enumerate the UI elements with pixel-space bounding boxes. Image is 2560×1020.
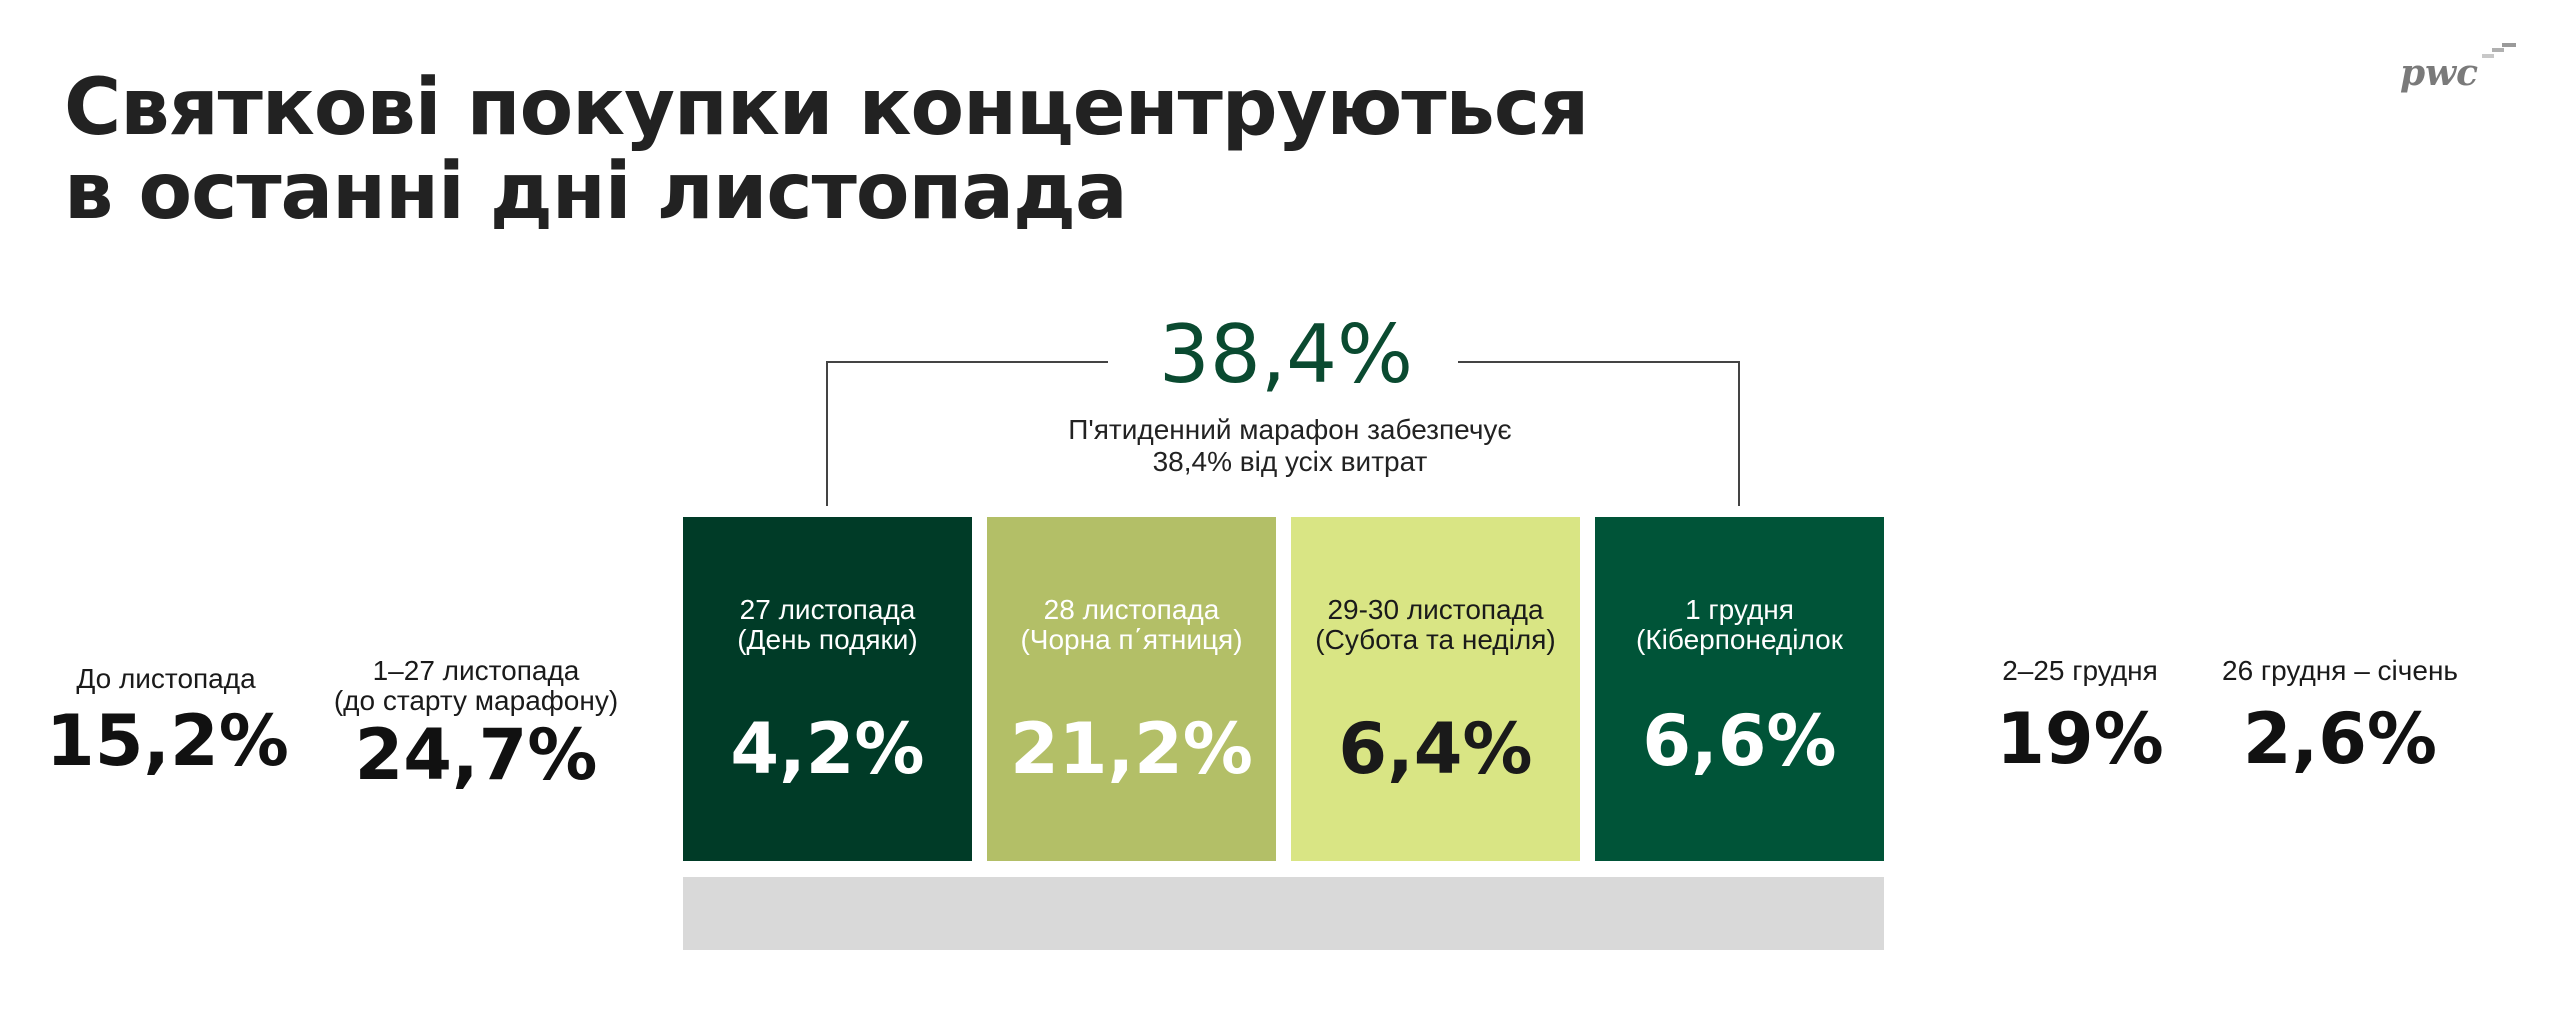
period-label: 1–27 листопада: [372, 655, 580, 686]
logo-bars-icon: [2482, 43, 2516, 58]
bar-value: 6,6%: [1642, 700, 1837, 782]
period-label: 2–25 грудня: [2002, 655, 2158, 686]
bar-sublabel: (Чорна п΄ятниця): [1020, 624, 1243, 655]
period-dec-26-january: 26 грудня – січень 2,6%: [2190, 655, 2490, 780]
bar-value: 21,2%: [1010, 708, 1253, 790]
bar-sublabel: (Кіберпонеділок: [1636, 624, 1843, 655]
bar-value: 6,4%: [1338, 708, 1533, 790]
marathon-total: 38,4%: [1158, 308, 1414, 401]
bar-cyber-monday: 1 грудня (Кіберпонеділок 6,6%: [1595, 517, 1884, 861]
page-title: Святкові покупки концентруються в останн…: [64, 63, 1589, 237]
bar-sublabel: (День подяки): [737, 624, 918, 655]
period-value: 2,6%: [2242, 698, 2438, 780]
bar-label: 27 листопада: [739, 594, 916, 625]
bar-black-friday: 28 листопада (Чорна п΄ятниця) 21,2%: [987, 517, 1276, 861]
pwc-logo: pwc: [2400, 36, 2518, 106]
period-value: 24,7%: [354, 714, 598, 796]
bar-weekend: 29-30 листопада (Субота та неділя) 6,4%: [1291, 517, 1580, 861]
bar-thanksgiving: 27 листопада (День подяки) 4,2%: [683, 517, 972, 861]
marathon-note-line-2: 38,4% від усіх витрат: [1152, 446, 1428, 477]
bar-label: 29-30 листопада: [1327, 594, 1544, 625]
bar-label: 28 листопада: [1043, 594, 1220, 625]
period-nov-1-27: 1–27 листопада (до старту марафону) 24,7…: [306, 655, 646, 796]
bars-base: [683, 877, 1884, 950]
period-dec-2-25: 2–25 грудня 19%: [1960, 655, 2200, 780]
period-value: 19%: [1996, 698, 2164, 780]
period-label: До листопада: [76, 663, 256, 694]
period-sublabel: (до старту марафону): [333, 685, 619, 716]
bar-sublabel: (Субота та неділя): [1315, 624, 1556, 655]
period-value: 15,2%: [46, 700, 289, 782]
marathon-note-line-1: П'ятиденний марафон забезпечує: [1068, 414, 1512, 445]
logo-text: pwc: [2400, 52, 2479, 94]
marathon-note: П'ятиденний марафон забезпечує 38,4% від…: [1000, 414, 1580, 478]
period-before-november: До листопада 15,2%: [46, 663, 289, 782]
title-line-2: в останні дні листопада: [64, 147, 1128, 237]
bar-value: 4,2%: [730, 708, 925, 790]
title-line-1: Святкові покупки концентруються: [64, 63, 1589, 153]
period-label: 26 грудня – січень: [2222, 655, 2458, 686]
bar-label: 1 грудня: [1685, 594, 1794, 625]
